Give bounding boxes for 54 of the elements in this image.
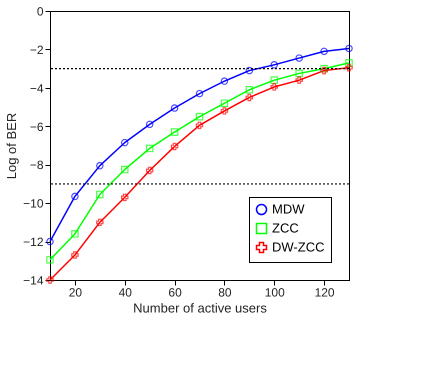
point	[96, 190, 104, 198]
point	[71, 230, 79, 238]
legend-label: ZCC	[272, 220, 299, 236]
point	[246, 94, 254, 102]
point	[170, 142, 178, 150]
point	[146, 166, 154, 174]
point	[220, 77, 228, 85]
point	[170, 104, 178, 112]
point	[196, 112, 204, 120]
point	[196, 90, 204, 98]
x-tick-label: 80	[218, 286, 232, 300]
point	[46, 276, 54, 284]
point	[345, 64, 353, 72]
y-tick-label: −4	[30, 81, 44, 96]
y-tick-label: −14	[23, 274, 44, 288]
point	[46, 256, 54, 264]
point	[270, 76, 278, 84]
point	[345, 59, 353, 67]
y-tick-label: −2	[30, 42, 44, 57]
y-axis-title: Log of BER	[4, 112, 20, 180]
point	[295, 54, 303, 62]
y-tick-label: −6	[30, 120, 44, 134]
point	[96, 218, 104, 226]
point	[170, 128, 178, 136]
point	[146, 120, 154, 128]
point	[71, 251, 79, 259]
point	[120, 138, 129, 146]
point	[295, 76, 303, 84]
x-tick-label: 20	[68, 286, 82, 300]
point	[196, 122, 204, 130]
point	[120, 194, 129, 202]
y-tick-label: −8	[30, 158, 44, 172]
x-axis-title: Number of active users	[133, 300, 268, 316]
point	[220, 99, 228, 107]
x-tick-label: 40	[118, 286, 132, 300]
x-tick-label: 120	[314, 286, 335, 300]
y-tick-label: −10	[23, 196, 44, 211]
point	[71, 192, 79, 200]
y-tick-label: 0	[36, 4, 44, 18]
legend-label: MDW	[272, 202, 306, 216]
x-tick-label: 100	[264, 286, 286, 300]
point	[246, 86, 254, 94]
point	[295, 70, 303, 78]
point	[270, 61, 278, 69]
y-tick-label: −12	[23, 235, 44, 250]
point	[96, 162, 104, 170]
point	[246, 66, 254, 74]
legend-label: DW-ZCC	[272, 240, 324, 254]
point	[146, 144, 154, 152]
point	[220, 107, 228, 115]
point	[120, 166, 129, 174]
x-tick-label: 60	[168, 286, 182, 300]
point	[320, 48, 328, 56]
point	[270, 83, 278, 91]
